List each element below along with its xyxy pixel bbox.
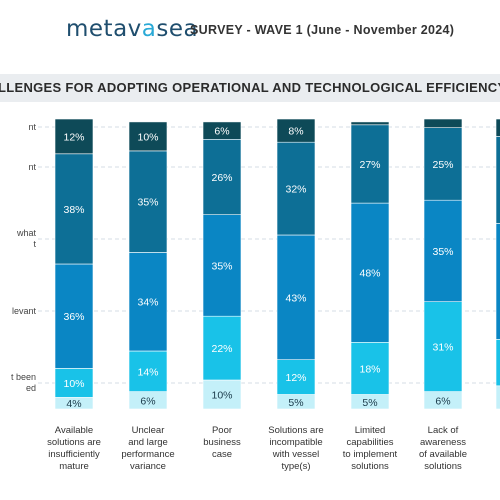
data-label: 34%	[137, 297, 158, 309]
bar-segment	[128, 350, 168, 392]
data-label: 12%	[285, 372, 306, 384]
title-band	[0, 74, 500, 102]
data-label: 36%	[63, 311, 84, 323]
data-label: 5%	[288, 397, 303, 409]
bar-segment	[54, 118, 94, 155]
y-level-label: t been ed	[10, 372, 36, 393]
data-label: 10%	[211, 390, 232, 402]
y-level-label: levant	[11, 305, 36, 316]
data-label: 18%	[359, 363, 380, 375]
metavasea-logo: metavasea	[66, 16, 199, 42]
survey-subtitle: SURVEY - WAVE 1 (June - November 2024)	[190, 23, 455, 37]
bar-segment	[495, 223, 500, 340]
category-label: Limited capabilities to implement soluti…	[342, 425, 398, 472]
bar-segment	[128, 150, 168, 253]
bar-segment	[350, 124, 390, 204]
bar-segment	[276, 141, 316, 236]
header: metavasea SURVEY - WAVE 1 (June - Novemb…	[0, 0, 500, 62]
data-label: 10%	[63, 378, 84, 390]
data-label: 32%	[285, 184, 306, 196]
stacked-bar-chart: 4% 10% 36% 38% 12% 6% 14% 34% 35% 10% 10% 22% 35% 26%…	[38, 118, 500, 410]
data-label: 14%	[137, 366, 158, 378]
bar-segment	[202, 379, 242, 410]
bar-segment	[128, 252, 168, 352]
category-label: Unclear and large performance variance	[121, 425, 175, 472]
data-label: 6%	[140, 395, 155, 407]
bar-segment	[202, 139, 242, 216]
data-label: 4%	[66, 398, 81, 410]
data-label: 35%	[432, 246, 453, 258]
data-label: 8%	[288, 126, 303, 138]
bar-segment	[128, 121, 168, 152]
data-label: 38%	[63, 204, 84, 216]
bar-segment	[276, 359, 316, 395]
data-label: 35%	[211, 260, 232, 272]
data-label: 48%	[359, 268, 380, 280]
bar-segment	[202, 315, 242, 381]
data-label: 6%	[214, 126, 229, 138]
bar-segment	[423, 199, 463, 302]
bar-segment	[423, 118, 463, 128]
y-level-label: nt	[28, 121, 36, 132]
bar-segment	[276, 118, 316, 143]
bar-segment	[423, 301, 463, 392]
chart-title: LLENGES FOR ADOPTING OPERATIONAL AND TEC…	[0, 80, 500, 95]
bar-segment	[54, 263, 94, 369]
category-label: Lack of awareness of available solutions	[418, 425, 468, 472]
data-label: 27%	[359, 159, 380, 171]
bar-segment	[495, 339, 500, 387]
bar-segment	[202, 214, 242, 317]
bar-segment	[276, 234, 316, 360]
data-label: 26%	[211, 172, 232, 184]
bar-segment	[350, 121, 390, 126]
category-label: Available solutions are insufficiently m…	[47, 425, 101, 472]
bar-segment	[495, 385, 500, 410]
y-level-label: nt	[28, 161, 36, 172]
x-axis-labels: Available solutions are insufficiently m…	[0, 424, 500, 500]
data-label: 10%	[137, 131, 158, 143]
bar-segment	[54, 368, 94, 398]
bar-segment	[350, 341, 390, 395]
bar-segment	[350, 202, 390, 343]
bar-segment	[54, 153, 94, 265]
data-label: 12%	[63, 131, 84, 143]
data-label: 25%	[432, 159, 453, 171]
category-label: c (	[478, 425, 500, 449]
data-label: 22%	[211, 343, 232, 355]
category-label: Poor business case	[203, 425, 241, 460]
data-label: 43%	[285, 292, 306, 304]
bar-segment	[202, 121, 242, 140]
data-label: 6%	[435, 395, 450, 407]
category-label: Solutions are incompatible with vessel t…	[268, 425, 324, 472]
data-label: 31%	[432, 342, 453, 354]
y-level-label: what t	[16, 228, 36, 249]
bar-segment	[495, 118, 500, 137]
bar-segment	[495, 136, 500, 224]
data-label: 5%	[362, 397, 377, 409]
data-label: 35%	[137, 197, 158, 209]
